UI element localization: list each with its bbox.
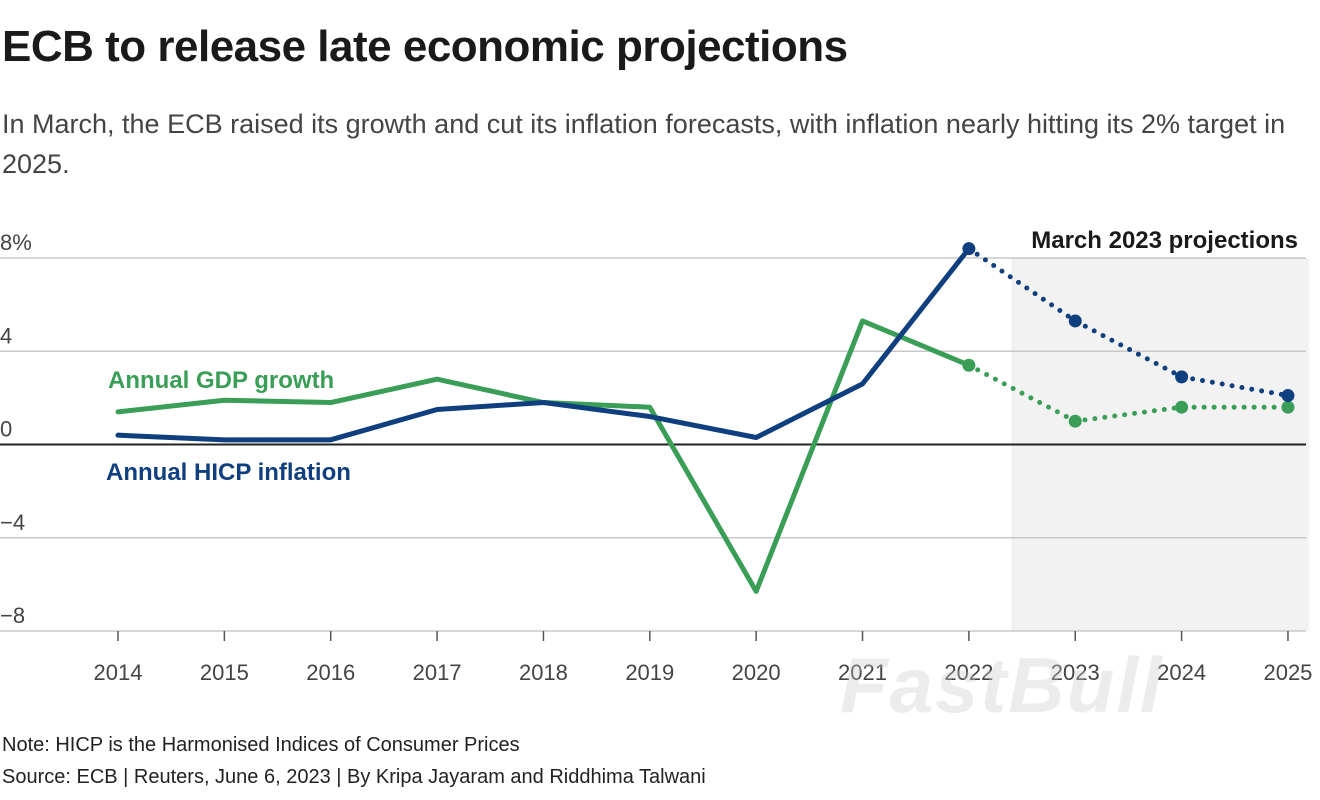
- legend-label: Annual GDP growth: [108, 367, 334, 394]
- x-tick-label: 2017: [413, 660, 462, 685]
- data-point: [1175, 370, 1189, 384]
- x-tick-label: 2021: [838, 660, 887, 685]
- line-chart: March 2023 projections 8% 4 0 −4 −8 2014 2015 20…: [0, 227, 1312, 685]
- y-tick-label: 0: [0, 417, 12, 442]
- y-tick-label: −8: [0, 603, 25, 628]
- data-point: [1281, 400, 1295, 414]
- data-point: [962, 242, 976, 256]
- series-projection-line-gdp: [966, 362, 1291, 424]
- data-point: [1175, 400, 1189, 414]
- chart-source: Source: ECB | Reuters, June 6, 2023 | By…: [2, 766, 706, 788]
- x-tick-label: 2018: [519, 660, 568, 685]
- x-tick-label: 2014: [94, 660, 143, 685]
- x-tick-label: 2025: [1263, 660, 1312, 685]
- y-tick-label: 4: [0, 323, 12, 348]
- x-tick-label: 2016: [306, 660, 355, 685]
- series-line-gdp: [115, 318, 972, 594]
- x-tick-label: 2024: [1157, 660, 1206, 685]
- data-point: [962, 358, 976, 372]
- series-projection-line-hicp: [966, 246, 1291, 399]
- x-tick-label: 2015: [200, 660, 249, 685]
- x-tick-label: 2019: [625, 660, 674, 685]
- watermark: FastBull: [840, 641, 1164, 729]
- chart-title: ECB to release late economic projections: [2, 22, 848, 71]
- x-tick-label: 2023: [1051, 660, 1100, 685]
- series-line-hicp: [115, 246, 972, 443]
- data-point: [1068, 314, 1082, 328]
- chart-note: Note: HICP is the Harmonised Indices of …: [2, 734, 520, 756]
- projection-label: March 2023 projections: [1031, 227, 1298, 254]
- x-tick-label: 2020: [732, 660, 781, 685]
- data-point: [1068, 414, 1082, 428]
- x-tick-label: 2022: [944, 660, 993, 685]
- legend-label: Annual HICP inflation: [106, 459, 351, 486]
- y-tick-label: 8%: [0, 230, 32, 255]
- y-tick-label: −4: [0, 510, 25, 535]
- data-point: [1281, 389, 1295, 403]
- chart-subtitle: In March, the ECB raised its growth and …: [2, 109, 1286, 179]
